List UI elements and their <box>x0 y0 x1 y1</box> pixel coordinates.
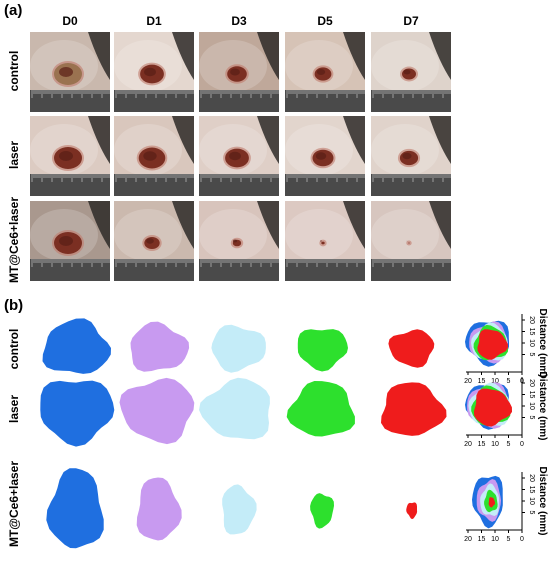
overlay-y-tick: 15 <box>528 486 535 494</box>
panel-b-label: (b) <box>4 297 24 314</box>
wound-trace <box>381 382 447 436</box>
wound-photo <box>285 32 365 112</box>
overlay-y-tick: 20 <box>528 316 535 324</box>
overlay-y-tick: 5 <box>528 416 535 420</box>
wound-trace <box>406 502 418 520</box>
day-header-d0: D0 <box>62 14 78 28</box>
day-header-d3: D3 <box>231 14 247 28</box>
overlay-x-tick: 5 <box>507 441 511 448</box>
overlay-axis-label: Distance (mm) <box>537 309 548 378</box>
overlay-y-tick: 15 <box>528 328 535 336</box>
overlay-trace <box>477 329 508 360</box>
overlay-y-tick: 20 <box>528 379 535 387</box>
day-header-d1: D1 <box>146 14 162 28</box>
wound-trace <box>42 318 111 374</box>
overlay-x-tick: 0 <box>520 536 524 543</box>
wound-photo <box>371 32 451 112</box>
wound-photo <box>30 201 110 281</box>
overlay-y-tick: 15 <box>528 391 535 399</box>
wound-photo <box>114 116 194 196</box>
overlay-x-tick: 0 <box>520 441 524 448</box>
wound-photo <box>285 116 365 196</box>
overlay-x-tick: 15 <box>478 441 486 448</box>
wound-trace <box>40 380 115 447</box>
wound-photo <box>285 201 365 281</box>
wound-trace <box>211 324 266 373</box>
overlay-axis-label: Distance (mm) <box>537 372 548 441</box>
wound-photo <box>30 116 110 196</box>
overlay-y-tick: 5 <box>528 511 535 515</box>
wound-photo <box>199 116 279 196</box>
wound-trace <box>310 493 334 529</box>
overlay-x-tick: 20 <box>464 441 472 448</box>
wound-trace <box>46 468 104 549</box>
wound-photo <box>371 116 451 196</box>
wound-photo <box>30 32 110 112</box>
wound-trace <box>222 484 257 535</box>
overlay-axis-label: Distance (mm) <box>537 467 548 536</box>
wound-photo <box>114 32 194 112</box>
wound-trace <box>130 321 190 372</box>
wound-photo <box>199 32 279 112</box>
day-header-d5: D5 <box>317 14 333 28</box>
overlay-y-tick: 10 <box>528 339 535 347</box>
panel-a-label: (a) <box>4 2 23 19</box>
overlay-x-tick: 10 <box>491 536 499 543</box>
wound-trace <box>297 329 348 372</box>
wound-photo <box>199 201 279 281</box>
wound-trace <box>119 377 195 445</box>
overlay-y-tick: 10 <box>528 497 535 505</box>
overlay-x-tick: 10 <box>491 378 499 385</box>
wound-photo <box>371 201 451 281</box>
overlay-trace <box>473 388 512 427</box>
wound-trace <box>286 381 355 437</box>
overlay-x-tick: 10 <box>491 441 499 448</box>
wound-trace <box>136 477 182 541</box>
overlay-y-tick: 5 <box>528 353 535 357</box>
wound-photo <box>114 201 194 281</box>
overlay-trace <box>488 497 495 508</box>
day-header-d7: D7 <box>403 14 419 28</box>
overlay-x-tick: 5 <box>507 536 511 543</box>
overlay-y-tick: 10 <box>528 402 535 410</box>
overlay-x-tick: 15 <box>478 536 486 543</box>
overlay-y-tick: 20 <box>528 474 535 482</box>
overlay-x-tick: 15 <box>478 378 486 385</box>
overlay-x-tick: 20 <box>464 378 472 385</box>
wound-trace <box>199 377 270 440</box>
overlay-x-tick: 20 <box>464 536 472 543</box>
wound-trace <box>388 329 435 368</box>
overlay-x-tick: 5 <box>507 378 511 385</box>
